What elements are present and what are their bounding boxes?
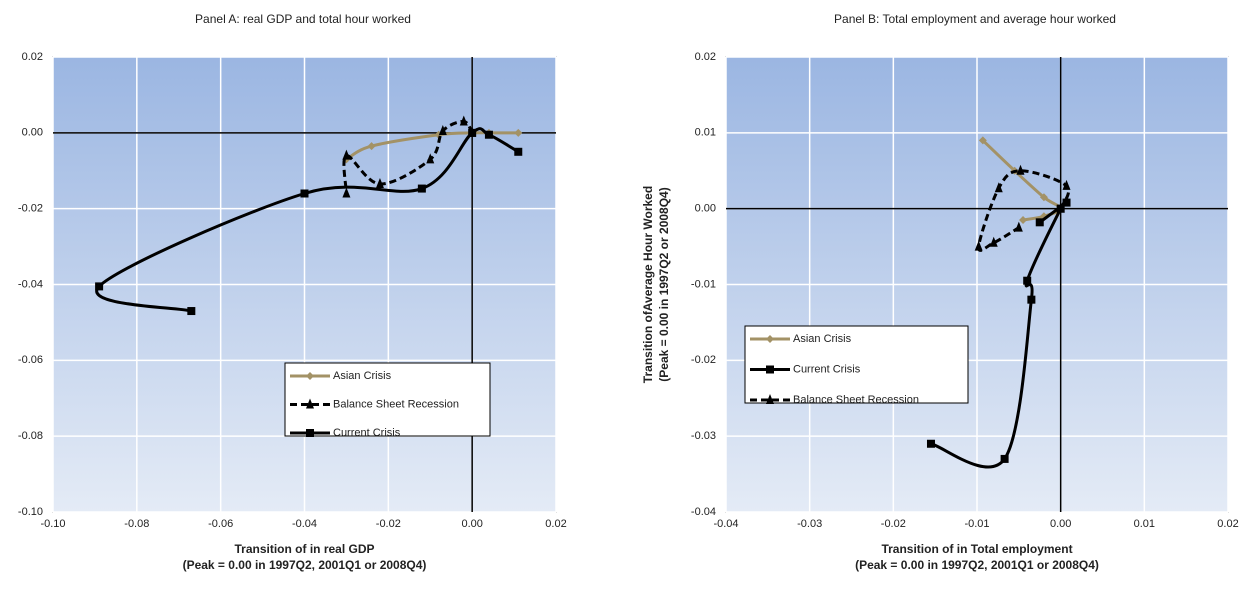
marker-triangle bbox=[994, 182, 1003, 193]
marker-square bbox=[1062, 198, 1071, 207]
marker-square bbox=[1027, 295, 1036, 304]
marker-triangle bbox=[1062, 179, 1071, 190]
marker-diamond bbox=[1039, 193, 1048, 202]
marker-square bbox=[484, 130, 493, 139]
y-tick-label: 0.00 bbox=[695, 203, 716, 215]
marker-square bbox=[766, 365, 774, 374]
marker-square bbox=[1000, 454, 1009, 463]
y-tick-label: -0.04 bbox=[18, 278, 43, 290]
legend-label: Asian Crisis bbox=[793, 333, 852, 345]
y-tick-label: 0.01 bbox=[695, 127, 716, 139]
y-tick-label: -0.10 bbox=[18, 506, 43, 518]
marker-square bbox=[468, 128, 477, 137]
marker-triangle bbox=[426, 153, 435, 164]
x-tick-label: -0.10 bbox=[40, 518, 65, 530]
marker-square bbox=[187, 307, 196, 316]
y-tick-label: -0.04 bbox=[691, 506, 716, 518]
legend-label: Balance Sheet Recession bbox=[333, 398, 459, 410]
marker-triangle bbox=[1056, 202, 1065, 213]
marker-diamond bbox=[306, 372, 314, 380]
marker-triangle bbox=[342, 149, 351, 160]
x-tick-label: -0.03 bbox=[797, 518, 822, 530]
y-axis-label: Transition ofAverage Hour Worked bbox=[641, 186, 655, 383]
marker-diamond bbox=[978, 136, 987, 145]
x-axis-label: (Peak = 0.00 in 1997Q2, 2001Q1 or 2008Q4… bbox=[183, 558, 427, 572]
marker-triangle bbox=[375, 178, 384, 189]
y-tick-label: -0.02 bbox=[691, 354, 716, 366]
marker-square bbox=[1035, 218, 1044, 227]
chart-title: Panel A: real GDP and total hour worked bbox=[195, 12, 411, 26]
marker-triangle bbox=[306, 398, 314, 409]
x-tick-label: -0.04 bbox=[713, 518, 738, 530]
marker-triangle bbox=[438, 124, 447, 135]
marker-triangle bbox=[1014, 221, 1023, 232]
y-tick-label: -0.08 bbox=[18, 430, 43, 442]
y-tick-label: -0.03 bbox=[691, 430, 716, 442]
marker-triangle bbox=[1016, 164, 1025, 175]
x-tick-label: 0.02 bbox=[545, 518, 566, 530]
x-axis-label: Transition of in Total employment bbox=[881, 542, 1072, 556]
x-tick-label: -0.02 bbox=[376, 518, 401, 530]
legend-label: Current Crisis bbox=[793, 363, 861, 375]
x-tick-label: -0.01 bbox=[964, 518, 989, 530]
marker-triangle bbox=[989, 236, 998, 247]
x-tick-label: 0.00 bbox=[1050, 518, 1071, 530]
y-tick-label: -0.01 bbox=[691, 278, 716, 290]
x-tick-label: -0.04 bbox=[292, 518, 317, 530]
x-tick-label: -0.02 bbox=[881, 518, 906, 530]
marker-diamond bbox=[514, 128, 523, 137]
marker-square bbox=[926, 439, 935, 448]
marker-square bbox=[95, 282, 104, 291]
x-tick-label: 0.00 bbox=[461, 518, 482, 530]
x-tick-label: 0.01 bbox=[1134, 518, 1155, 530]
x-axis-label: Transition of in real GDP bbox=[234, 542, 374, 556]
legend-label: Balance Sheet Recession bbox=[793, 394, 919, 406]
y-tick-label: -0.02 bbox=[18, 203, 43, 215]
x-tick-label: -0.08 bbox=[124, 518, 149, 530]
legend-label: Asian Crisis bbox=[333, 370, 392, 382]
marker-square bbox=[417, 184, 426, 193]
x-tick-label: -0.06 bbox=[208, 518, 233, 530]
y-axis-label: (Peak = 0.00 in 1997Q2 or 2008Q4) bbox=[657, 187, 671, 381]
x-tick-label: 0.02 bbox=[1217, 518, 1238, 530]
marker-square bbox=[300, 189, 309, 198]
marker-square bbox=[306, 429, 314, 437]
marker-triangle bbox=[459, 115, 468, 126]
y-tick-label: 0.02 bbox=[695, 51, 716, 63]
x-axis-label: (Peak = 0.00 in 1997Q2, 2001Q1 or 2008Q4… bbox=[855, 558, 1099, 572]
legend-label: Current Crisis bbox=[333, 427, 401, 439]
y-tick-label: 0.02 bbox=[22, 51, 43, 63]
chart-title: Panel B: Total employment and average ho… bbox=[834, 12, 1116, 26]
marker-diamond bbox=[1019, 216, 1028, 225]
marker-square bbox=[1023, 276, 1032, 285]
marker-diamond bbox=[367, 142, 376, 151]
marker-triangle bbox=[342, 187, 351, 198]
marker-triangle bbox=[766, 394, 774, 404]
y-tick-label: -0.06 bbox=[18, 354, 43, 366]
marker-diamond bbox=[766, 335, 774, 343]
marker-square bbox=[514, 147, 523, 156]
marker-triangle bbox=[974, 240, 983, 251]
y-tick-label: 0.00 bbox=[22, 127, 43, 139]
